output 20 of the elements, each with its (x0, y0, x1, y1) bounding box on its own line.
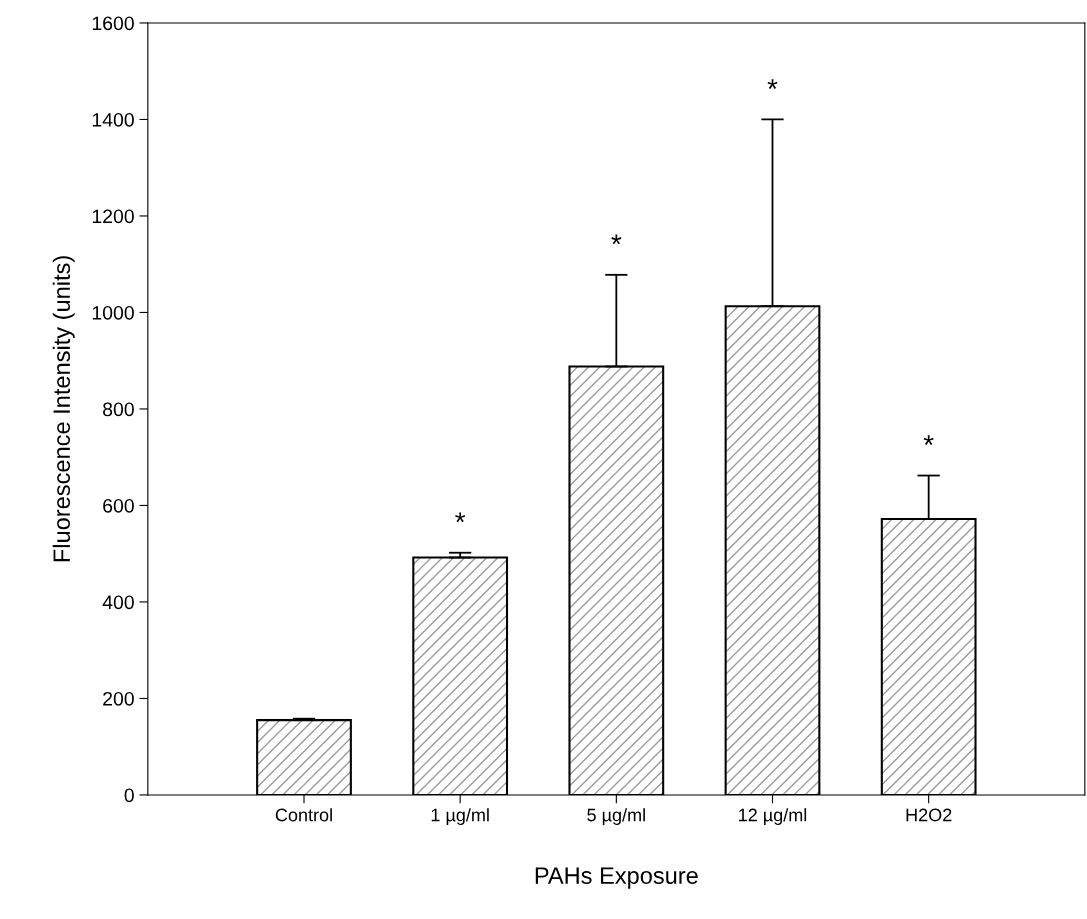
y-tick-label: 1200 (92, 209, 134, 224)
y-tick-label: 1400 (92, 112, 134, 127)
x-tick-label: Control (275, 808, 332, 822)
y-tick-label: 1600 (92, 16, 134, 31)
y-axis-title: Fluorescence Intensity (units) (52, 256, 75, 562)
annotation: * (455, 512, 466, 523)
y-tick-label: 0 (124, 788, 134, 803)
annotation: * (611, 234, 622, 245)
x-tick-label: 12 µg/ml (739, 808, 807, 825)
x-tick-label: 1 µg/ml (431, 808, 489, 825)
x-tick-label: 5 µg/ml (587, 808, 645, 825)
y-tick-label: 200 (103, 691, 134, 706)
x-axis-title: PAHs Exposure (535, 867, 698, 889)
y-tick-label: 400 (102, 595, 134, 610)
y-tick-label: 1000 (92, 305, 134, 320)
y-tick-label: 800 (103, 402, 134, 417)
x-tick-label: H2O2 (906, 808, 952, 822)
annotation: * (767, 79, 778, 89)
annotation: * (923, 435, 934, 445)
y-tick-label: 600 (103, 498, 134, 513)
